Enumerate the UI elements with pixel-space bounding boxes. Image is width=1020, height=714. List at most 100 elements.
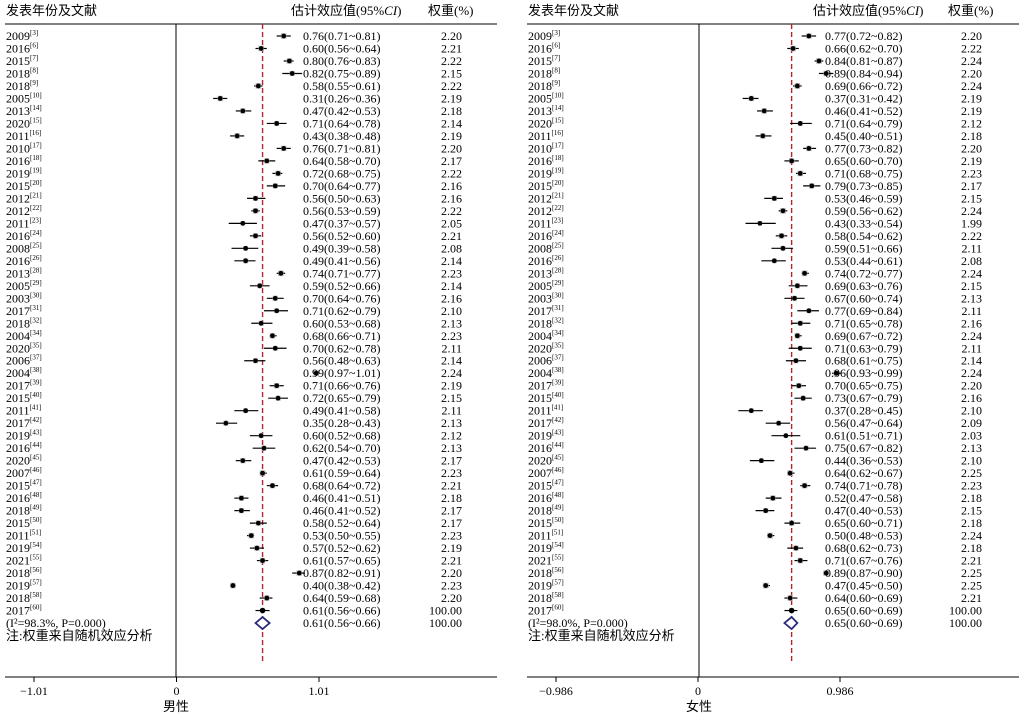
study-label: 2019[19] (528, 166, 564, 180)
study-label: 2018[58] (6, 591, 42, 605)
study-label: 2015[50] (6, 516, 42, 530)
weight-value: 2.08 (961, 254, 982, 268)
study-label: 2020[45] (528, 454, 564, 468)
point-estimate (794, 83, 800, 89)
heterogeneity-stat: (I²=98.0%, P=0.000) (528, 616, 628, 630)
effect-estimate-text: 0.60(0.53~0.68) (303, 316, 380, 330)
effect-estimate-text: 0.68(0.62~0.73) (825, 541, 902, 555)
effect-estimate-text: 0.59(0.56~0.62) (825, 204, 902, 218)
point-estimate (274, 308, 280, 314)
effect-estimate-text: 0.65(0.60~0.71) (825, 516, 902, 530)
x-tick-label: −1.01 (20, 684, 48, 698)
weight-value: 2.17 (441, 454, 462, 468)
weight-value: 2.12 (441, 429, 462, 443)
overall-point-estimate (259, 607, 266, 614)
point-estimate (239, 508, 244, 514)
weight-value: 2.15 (441, 66, 462, 80)
effect-estimate-text: 0.89(0.87~0.90) (825, 566, 902, 580)
point-estimate (260, 558, 265, 563)
study-label: 2019[54] (528, 541, 564, 555)
point-estimate (253, 358, 258, 364)
point-estimate (794, 333, 800, 339)
weight-value: 2.21 (441, 41, 462, 55)
weight-value: 2.25 (961, 566, 982, 580)
x-tick-label: 0 (695, 684, 701, 698)
point-estimate (748, 96, 754, 101)
point-estimate (281, 146, 287, 151)
point-estimate (793, 358, 799, 364)
effect-estimate-text: 0.44(0.36~0.53) (825, 454, 902, 468)
study-label: 2018[32] (528, 316, 564, 330)
effect-estimate-text: 0.60(0.52~0.68) (303, 429, 380, 443)
point-estimate (223, 420, 229, 426)
weight-value: 2.10 (961, 454, 982, 468)
study-label: 2016[48] (6, 491, 42, 505)
effect-estimate-text: 0.76(0.71~0.81) (303, 141, 380, 155)
effect-estimate-text: 0.58(0.55~0.61) (303, 79, 380, 93)
effect-estimate-text: 0.46(0.41~0.52) (825, 104, 902, 118)
point-estimate (767, 533, 773, 538)
study-label: 2017[42] (6, 416, 42, 430)
weight-value: 2.24 (961, 79, 982, 93)
weight-value: 2.13 (441, 441, 462, 455)
study-label: 2006[37] (528, 354, 564, 368)
study-label: 2011[16] (6, 129, 41, 143)
study-label: 2005[10] (6, 91, 42, 105)
effect-estimate-text: 0.82(0.75~0.89) (303, 66, 380, 80)
weight-value: 2.23 (441, 529, 462, 543)
point-estimate (797, 345, 803, 351)
effect-estimate-text: 0.37(0.28~0.45) (825, 404, 902, 418)
weight-value: 2.22 (441, 166, 462, 180)
overall-study-label: 2017[60] (6, 604, 42, 618)
study-label: 2015[47] (6, 479, 42, 493)
effect-estimate-text: 0.35(0.28~0.43) (303, 416, 380, 430)
point-estimate (776, 420, 782, 426)
effect-estimate-text: 0.66(0.62~0.70) (825, 41, 902, 55)
study-label: 2010[17] (528, 141, 564, 155)
weight-value: 2.17 (961, 179, 982, 193)
study-label: 2003[30] (6, 291, 42, 305)
point-estimate (313, 370, 319, 376)
effect-estimate-text: 0.47(0.45~0.50) (825, 579, 902, 593)
effect-estimate-text: 0.61(0.51~0.71) (825, 429, 902, 443)
effect-estimate-text: 0.47(0.42~0.53) (303, 454, 380, 468)
study-label: 2015[50] (528, 516, 564, 530)
weight-value: 2.20 (961, 379, 982, 393)
weight-value: 2.11 (441, 404, 462, 418)
point-estimate (272, 183, 278, 189)
effect-estimate-text: 0.69(0.66~0.72) (825, 79, 902, 93)
study-label: 2013[14] (528, 104, 564, 118)
effect-estimate-text: 0.47(0.42~0.53) (303, 104, 380, 118)
weight-value: 2.19 (441, 91, 462, 105)
effect-estimate-text: 0.71(0.64~0.78) (303, 116, 380, 130)
effect-estimate-text: 0.68(0.66~0.71) (303, 329, 380, 343)
weight-value: 2.20 (961, 141, 982, 155)
point-estimate (783, 433, 789, 439)
point-estimate (792, 295, 797, 301)
weight-value: 2.15 (961, 191, 982, 205)
weight-value: 2.03 (961, 429, 982, 443)
effect-estimate-text: 0.73(0.67~0.79) (825, 391, 902, 405)
weight-value: 2.09 (961, 416, 982, 430)
effect-estimate-text: 0.56(0.50~0.63) (303, 191, 380, 205)
weight-value: 2.16 (961, 316, 982, 330)
overall-effect-text: 0.61(0.56~0.66) (303, 604, 380, 618)
pooled-effect-text: 0.65(0.60~0.69) (825, 616, 902, 630)
column-header-study: 发表年份及文献 (6, 3, 97, 18)
study-label: 2011[51] (528, 529, 563, 543)
effect-estimate-text: 0.49(0.39~0.58) (303, 241, 380, 255)
study-label: 2020[15] (528, 116, 564, 130)
effect-estimate-text: 0.77(0.69~0.84) (825, 304, 902, 318)
x-axis-title: 男性 (163, 699, 189, 714)
weight-value: 2.24 (961, 266, 982, 280)
point-estimate (780, 245, 786, 251)
x-axis-title: 女性 (686, 699, 712, 714)
study-label: 2011[23] (528, 216, 563, 230)
point-estimate (239, 495, 244, 501)
effect-estimate-text: 0.50(0.48~0.53) (825, 529, 902, 543)
point-estimate (787, 470, 793, 476)
weight-value: 2.16 (441, 191, 462, 205)
study-label: 2020[35] (6, 341, 42, 355)
point-estimate (771, 258, 777, 264)
point-estimate (253, 208, 258, 214)
